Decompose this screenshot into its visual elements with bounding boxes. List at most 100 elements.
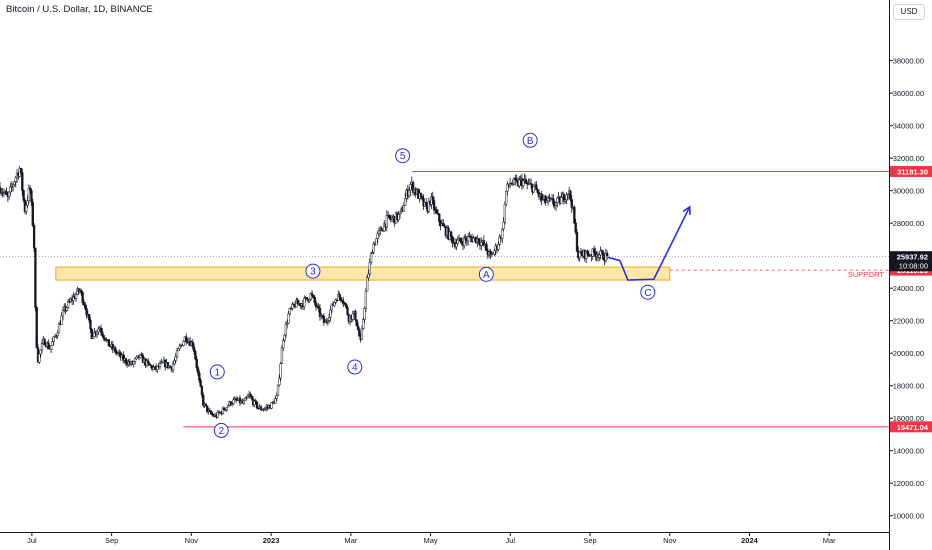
candle-body <box>148 362 151 366</box>
candle <box>29 185 32 195</box>
price-axis[interactable]: 10000.00 12000.00 14000.00 16000.00 18000.00… <box>889 0 932 550</box>
candle-body <box>286 323 289 325</box>
candle-body <box>602 251 605 260</box>
candle-body <box>49 345 53 350</box>
candle-body <box>575 231 579 252</box>
candle <box>8 191 11 200</box>
candle <box>600 249 604 255</box>
candle <box>211 411 214 417</box>
candle-body <box>11 184 15 187</box>
candle-body <box>177 348 180 352</box>
candle-body <box>498 236 501 245</box>
candle-body <box>65 307 69 311</box>
candle <box>22 189 25 203</box>
candle-body <box>133 358 137 362</box>
candle-body <box>292 303 295 306</box>
candle <box>366 275 369 292</box>
candle <box>604 248 608 263</box>
currency-button[interactable]: USD <box>893 4 925 20</box>
candle <box>291 301 294 311</box>
candle-body <box>451 236 454 244</box>
candle <box>318 303 322 321</box>
candle <box>464 234 467 244</box>
candle-body <box>604 253 608 262</box>
candle-body <box>368 261 371 275</box>
candle-body <box>436 213 440 215</box>
candle-body <box>95 331 99 335</box>
candle-body <box>156 365 159 370</box>
candle <box>463 235 466 249</box>
candle <box>249 392 252 398</box>
price-tick-label: 34000.00 <box>893 122 924 131</box>
candle-body <box>204 403 208 407</box>
candle <box>586 249 589 257</box>
candle <box>221 406 225 415</box>
candle <box>158 360 162 370</box>
candle <box>31 198 34 228</box>
candle <box>328 313 331 324</box>
candle <box>377 227 381 238</box>
candle <box>173 357 176 366</box>
candle <box>230 401 234 407</box>
candle <box>526 180 529 190</box>
candle <box>502 217 505 232</box>
candle-body <box>333 302 336 306</box>
price-tick-label: 38000.00 <box>893 57 924 66</box>
candle-body <box>594 252 597 257</box>
candle-body <box>280 347 284 364</box>
candle-body <box>21 172 24 191</box>
candle-body <box>39 349 42 355</box>
candle <box>238 395 242 407</box>
candle <box>314 300 318 311</box>
candle <box>14 176 17 188</box>
candle-body <box>464 237 467 240</box>
candle-body <box>246 395 249 398</box>
candle-body <box>55 335 58 337</box>
candle <box>192 343 196 355</box>
candle-body <box>552 198 555 205</box>
wave-labels-layer: 1 2 3 4 5 A B C <box>209 132 656 438</box>
candle-body <box>377 230 381 235</box>
candle-body <box>51 341 54 346</box>
candle <box>358 327 361 337</box>
candle-body <box>409 184 412 191</box>
candle <box>598 253 601 262</box>
candle-body <box>318 307 322 317</box>
candle <box>107 339 110 347</box>
candle <box>32 223 36 253</box>
candle-body <box>564 199 567 202</box>
candle-body <box>574 222 577 233</box>
candle <box>451 235 454 248</box>
candle <box>310 290 314 299</box>
candle <box>43 338 46 346</box>
candle <box>27 184 31 205</box>
level-price-tag-bg <box>890 165 932 177</box>
candle-body <box>570 199 573 208</box>
candle-body <box>19 168 23 173</box>
candle <box>199 377 202 388</box>
candle-body <box>80 290 83 293</box>
candle <box>529 178 533 189</box>
candle-body <box>139 354 142 358</box>
wave-label-text: 4 <box>352 363 358 374</box>
candle <box>503 201 507 225</box>
candle-body <box>178 345 181 349</box>
candle <box>99 324 103 337</box>
candle-body <box>369 253 373 263</box>
candle <box>438 213 441 227</box>
candle-body <box>459 237 462 242</box>
candle <box>449 230 453 242</box>
candle-body <box>85 308 88 316</box>
candle <box>409 181 412 197</box>
candle-body <box>208 409 211 412</box>
candle-body <box>175 350 179 357</box>
time-axis[interactable]: Jul Sep Nov 2023 Mar May Jul Sep Nov 2024 Mar <box>0 532 890 546</box>
candle <box>303 295 306 310</box>
level-price-tag: 15471.04 <box>890 421 932 433</box>
candle <box>560 192 563 204</box>
candle-body <box>229 401 232 405</box>
candle <box>97 326 100 336</box>
candle <box>289 306 293 311</box>
candle <box>61 306 65 321</box>
